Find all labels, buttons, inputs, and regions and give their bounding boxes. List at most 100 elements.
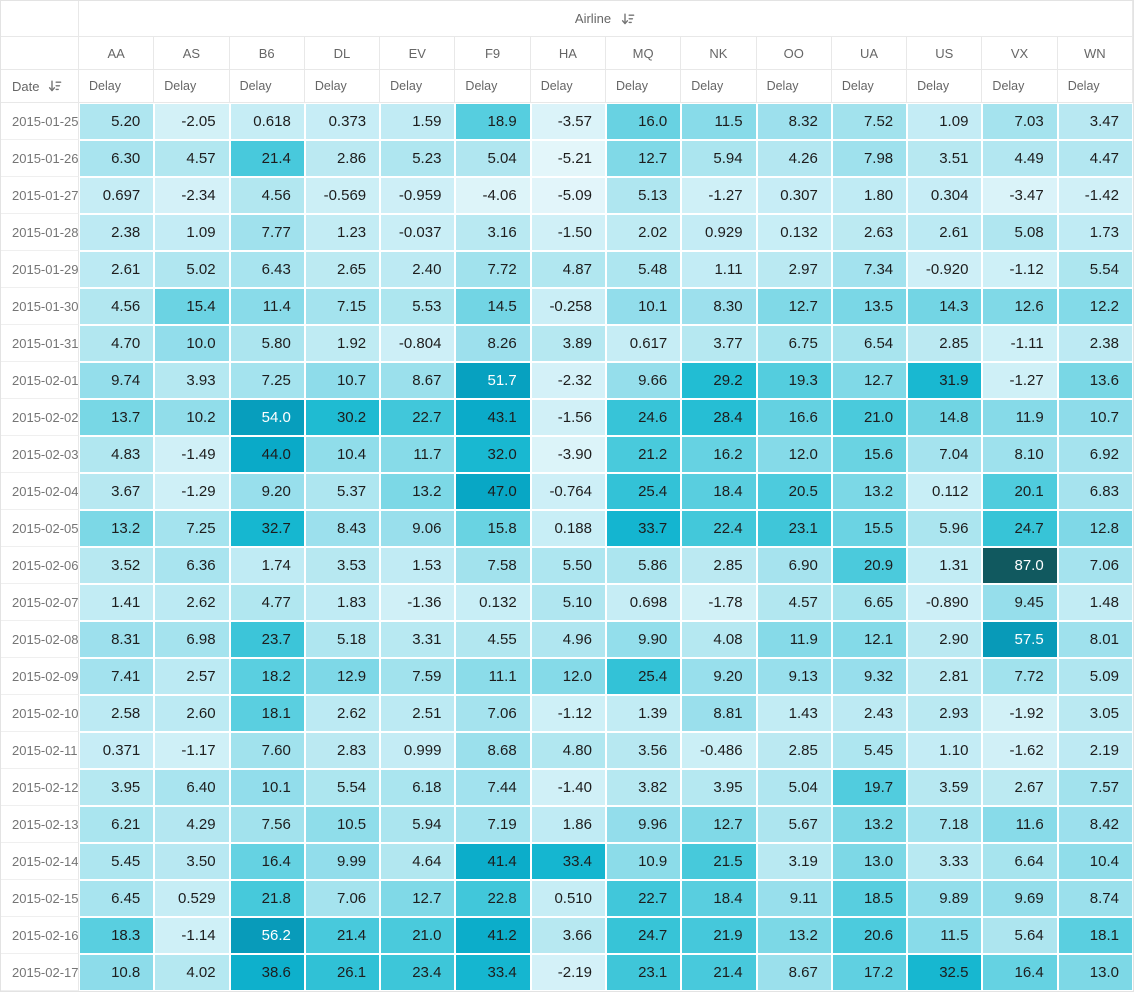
row-header-date: 2015-02-15 xyxy=(1,880,79,917)
column-header-mq[interactable]: MQ xyxy=(605,37,682,70)
heatmap-cell-aa-2015-02-16: 18.3 xyxy=(79,917,155,954)
heatmap-cell-f9-2015-02-11: 8.68 xyxy=(455,732,531,769)
measure-header-ua[interactable]: Delay xyxy=(831,70,908,103)
heatmap-cell-as-2015-02-10: 2.60 xyxy=(154,695,230,732)
heatmap-cell-b6-2015-02-01: 7.25 xyxy=(229,362,305,399)
heatmap-cell-ua-2015-02-12: 19.7 xyxy=(831,769,908,806)
measure-header-oo[interactable]: Delay xyxy=(756,70,832,103)
measure-header-dl[interactable]: Delay xyxy=(304,70,381,103)
heatmap-cell-oo-2015-02-09: 9.13 xyxy=(756,658,832,695)
heatmap-cell-vx-2015-01-27: -3.47 xyxy=(982,177,1058,214)
sort-icon[interactable] xyxy=(47,78,63,94)
measure-header-wn[interactable]: Delay xyxy=(1057,70,1133,103)
measure-header-us[interactable]: Delay xyxy=(907,70,983,103)
heatmap-cell-aa-2015-02-02: 13.7 xyxy=(79,399,155,436)
sort-icon[interactable] xyxy=(620,11,636,27)
heatmap-cell-f9-2015-02-14: 41.4 xyxy=(455,843,531,880)
heatmap-cell-aa-2015-02-03: 4.83 xyxy=(79,436,155,473)
heatmap-cell-b6-2015-01-27: 4.56 xyxy=(229,177,305,214)
heatmap-cell-ua-2015-02-03: 15.6 xyxy=(831,436,908,473)
row-header-date: 2015-01-25 xyxy=(1,103,79,140)
heatmap-cell-dl-2015-02-08: 5.18 xyxy=(304,621,381,658)
heatmap-cell-wn-2015-02-16: 18.1 xyxy=(1057,917,1133,954)
heatmap-cell-ha-2015-02-16: 3.66 xyxy=(530,917,606,954)
heatmap-cell-wn-2015-01-29: 5.54 xyxy=(1057,251,1133,288)
date-column-header[interactable]: Date xyxy=(1,70,79,103)
heatmap-cell-aa-2015-02-04: 3.67 xyxy=(79,473,155,510)
heatmap-cell-b6-2015-02-10: 18.1 xyxy=(229,695,305,732)
heatmap-cell-ev-2015-02-11: 0.999 xyxy=(380,732,456,769)
heatmap-cell-dl-2015-01-25: 0.373 xyxy=(304,103,381,140)
measure-header-vx[interactable]: Delay xyxy=(982,70,1058,103)
heatmap-cell-ua-2015-02-10: 2.43 xyxy=(831,695,908,732)
heatmap-cell-ua-2015-02-07: 6.65 xyxy=(831,584,908,621)
column-header-oo[interactable]: OO xyxy=(756,37,832,70)
column-header-b6[interactable]: B6 xyxy=(229,37,305,70)
heatmap-cell-us-2015-01-28: 2.61 xyxy=(907,214,983,251)
heatmap-cell-oo-2015-01-25: 8.32 xyxy=(756,103,832,140)
heatmap-cell-b6-2015-02-12: 10.1 xyxy=(229,769,305,806)
heatmap-cell-aa-2015-02-08: 8.31 xyxy=(79,621,155,658)
heatmap-cell-mq-2015-01-30: 10.1 xyxy=(605,288,682,325)
heatmap-cell-dl-2015-02-07: 1.83 xyxy=(304,584,381,621)
heatmap-cell-vx-2015-02-08: 57.5 xyxy=(982,621,1058,658)
heatmap-cell-ev-2015-02-13: 5.94 xyxy=(380,806,456,843)
heatmap-cell-ha-2015-02-02: -1.56 xyxy=(530,399,606,436)
heatmap-cell-dl-2015-02-12: 5.54 xyxy=(304,769,381,806)
measure-header-aa[interactable]: Delay xyxy=(79,70,155,103)
heatmap-cell-ev-2015-01-26: 5.23 xyxy=(380,140,456,177)
heatmap-cell-nk-2015-02-01: 29.2 xyxy=(681,362,757,399)
heatmap-cell-nk-2015-01-30: 8.30 xyxy=(681,288,757,325)
heatmap-cell-us-2015-01-25: 1.09 xyxy=(907,103,983,140)
heatmap-cell-b6-2015-02-16: 56.2 xyxy=(229,917,305,954)
column-header-ha[interactable]: HA xyxy=(530,37,606,70)
heatmap-cell-as-2015-02-03: -1.49 xyxy=(154,436,230,473)
measure-header-ha[interactable]: Delay xyxy=(530,70,606,103)
heatmap-cell-as-2015-02-11: -1.17 xyxy=(154,732,230,769)
heatmap-cell-f9-2015-02-06: 7.58 xyxy=(455,547,531,584)
heatmap-cell-wn-2015-01-28: 1.73 xyxy=(1057,214,1133,251)
row-header-date: 2015-02-05 xyxy=(1,510,79,547)
column-header-wn[interactable]: WN xyxy=(1057,37,1133,70)
heatmap-cell-oo-2015-01-27: 0.307 xyxy=(756,177,832,214)
heatmap-cell-ua-2015-01-27: 1.80 xyxy=(831,177,908,214)
heatmap-cell-wn-2015-02-07: 1.48 xyxy=(1057,584,1133,621)
heatmap-cell-oo-2015-02-05: 23.1 xyxy=(756,510,832,547)
heatmap-cell-us-2015-02-02: 14.8 xyxy=(907,399,983,436)
measure-header-as[interactable]: Delay xyxy=(154,70,230,103)
heatmap-cell-ua-2015-02-13: 13.2 xyxy=(831,806,908,843)
heatmap-cell-as-2015-02-17: 4.02 xyxy=(154,954,230,991)
measure-header-mq[interactable]: Delay xyxy=(605,70,682,103)
column-header-ua[interactable]: UA xyxy=(831,37,908,70)
measure-header-f9[interactable]: Delay xyxy=(455,70,531,103)
column-header-as[interactable]: AS xyxy=(154,37,230,70)
column-header-nk[interactable]: NK xyxy=(681,37,757,70)
measure-header-b6[interactable]: Delay xyxy=(229,70,305,103)
heatmap-cell-wn-2015-02-12: 7.57 xyxy=(1057,769,1133,806)
heatmap-cell-ua-2015-01-28: 2.63 xyxy=(831,214,908,251)
heatmap-cell-dl-2015-02-02: 30.2 xyxy=(304,399,381,436)
heatmap-cell-us-2015-02-09: 2.81 xyxy=(907,658,983,695)
heatmap-cell-ua-2015-02-09: 9.32 xyxy=(831,658,908,695)
heatmap-cell-aa-2015-02-06: 3.52 xyxy=(79,547,155,584)
measure-header-ev[interactable]: Delay xyxy=(380,70,456,103)
airline-group-header[interactable]: Airline xyxy=(79,1,1133,37)
measure-header-nk[interactable]: Delay xyxy=(681,70,757,103)
heatmap-cell-vx-2015-02-02: 11.9 xyxy=(982,399,1058,436)
column-header-ev[interactable]: EV xyxy=(380,37,456,70)
column-header-f9[interactable]: F9 xyxy=(455,37,531,70)
heatmap-cell-as-2015-02-16: -1.14 xyxy=(154,917,230,954)
column-header-dl[interactable]: DL xyxy=(304,37,381,70)
heatmap-cell-oo-2015-01-29: 2.97 xyxy=(756,251,832,288)
heatmap-cell-ev-2015-02-01: 8.67 xyxy=(380,362,456,399)
column-header-vx[interactable]: VX xyxy=(982,37,1058,70)
heatmap-cell-b6-2015-02-09: 18.2 xyxy=(229,658,305,695)
column-header-aa[interactable]: AA xyxy=(79,37,155,70)
heatmap-cell-ha-2015-02-06: 5.50 xyxy=(530,547,606,584)
heatmap-cell-aa-2015-02-01: 9.74 xyxy=(79,362,155,399)
heatmap-cell-f9-2015-02-10: 7.06 xyxy=(455,695,531,732)
heatmap-cell-nk-2015-02-06: 2.85 xyxy=(681,547,757,584)
heatmap-cell-oo-2015-02-04: 20.5 xyxy=(756,473,832,510)
column-header-us[interactable]: US xyxy=(907,37,983,70)
